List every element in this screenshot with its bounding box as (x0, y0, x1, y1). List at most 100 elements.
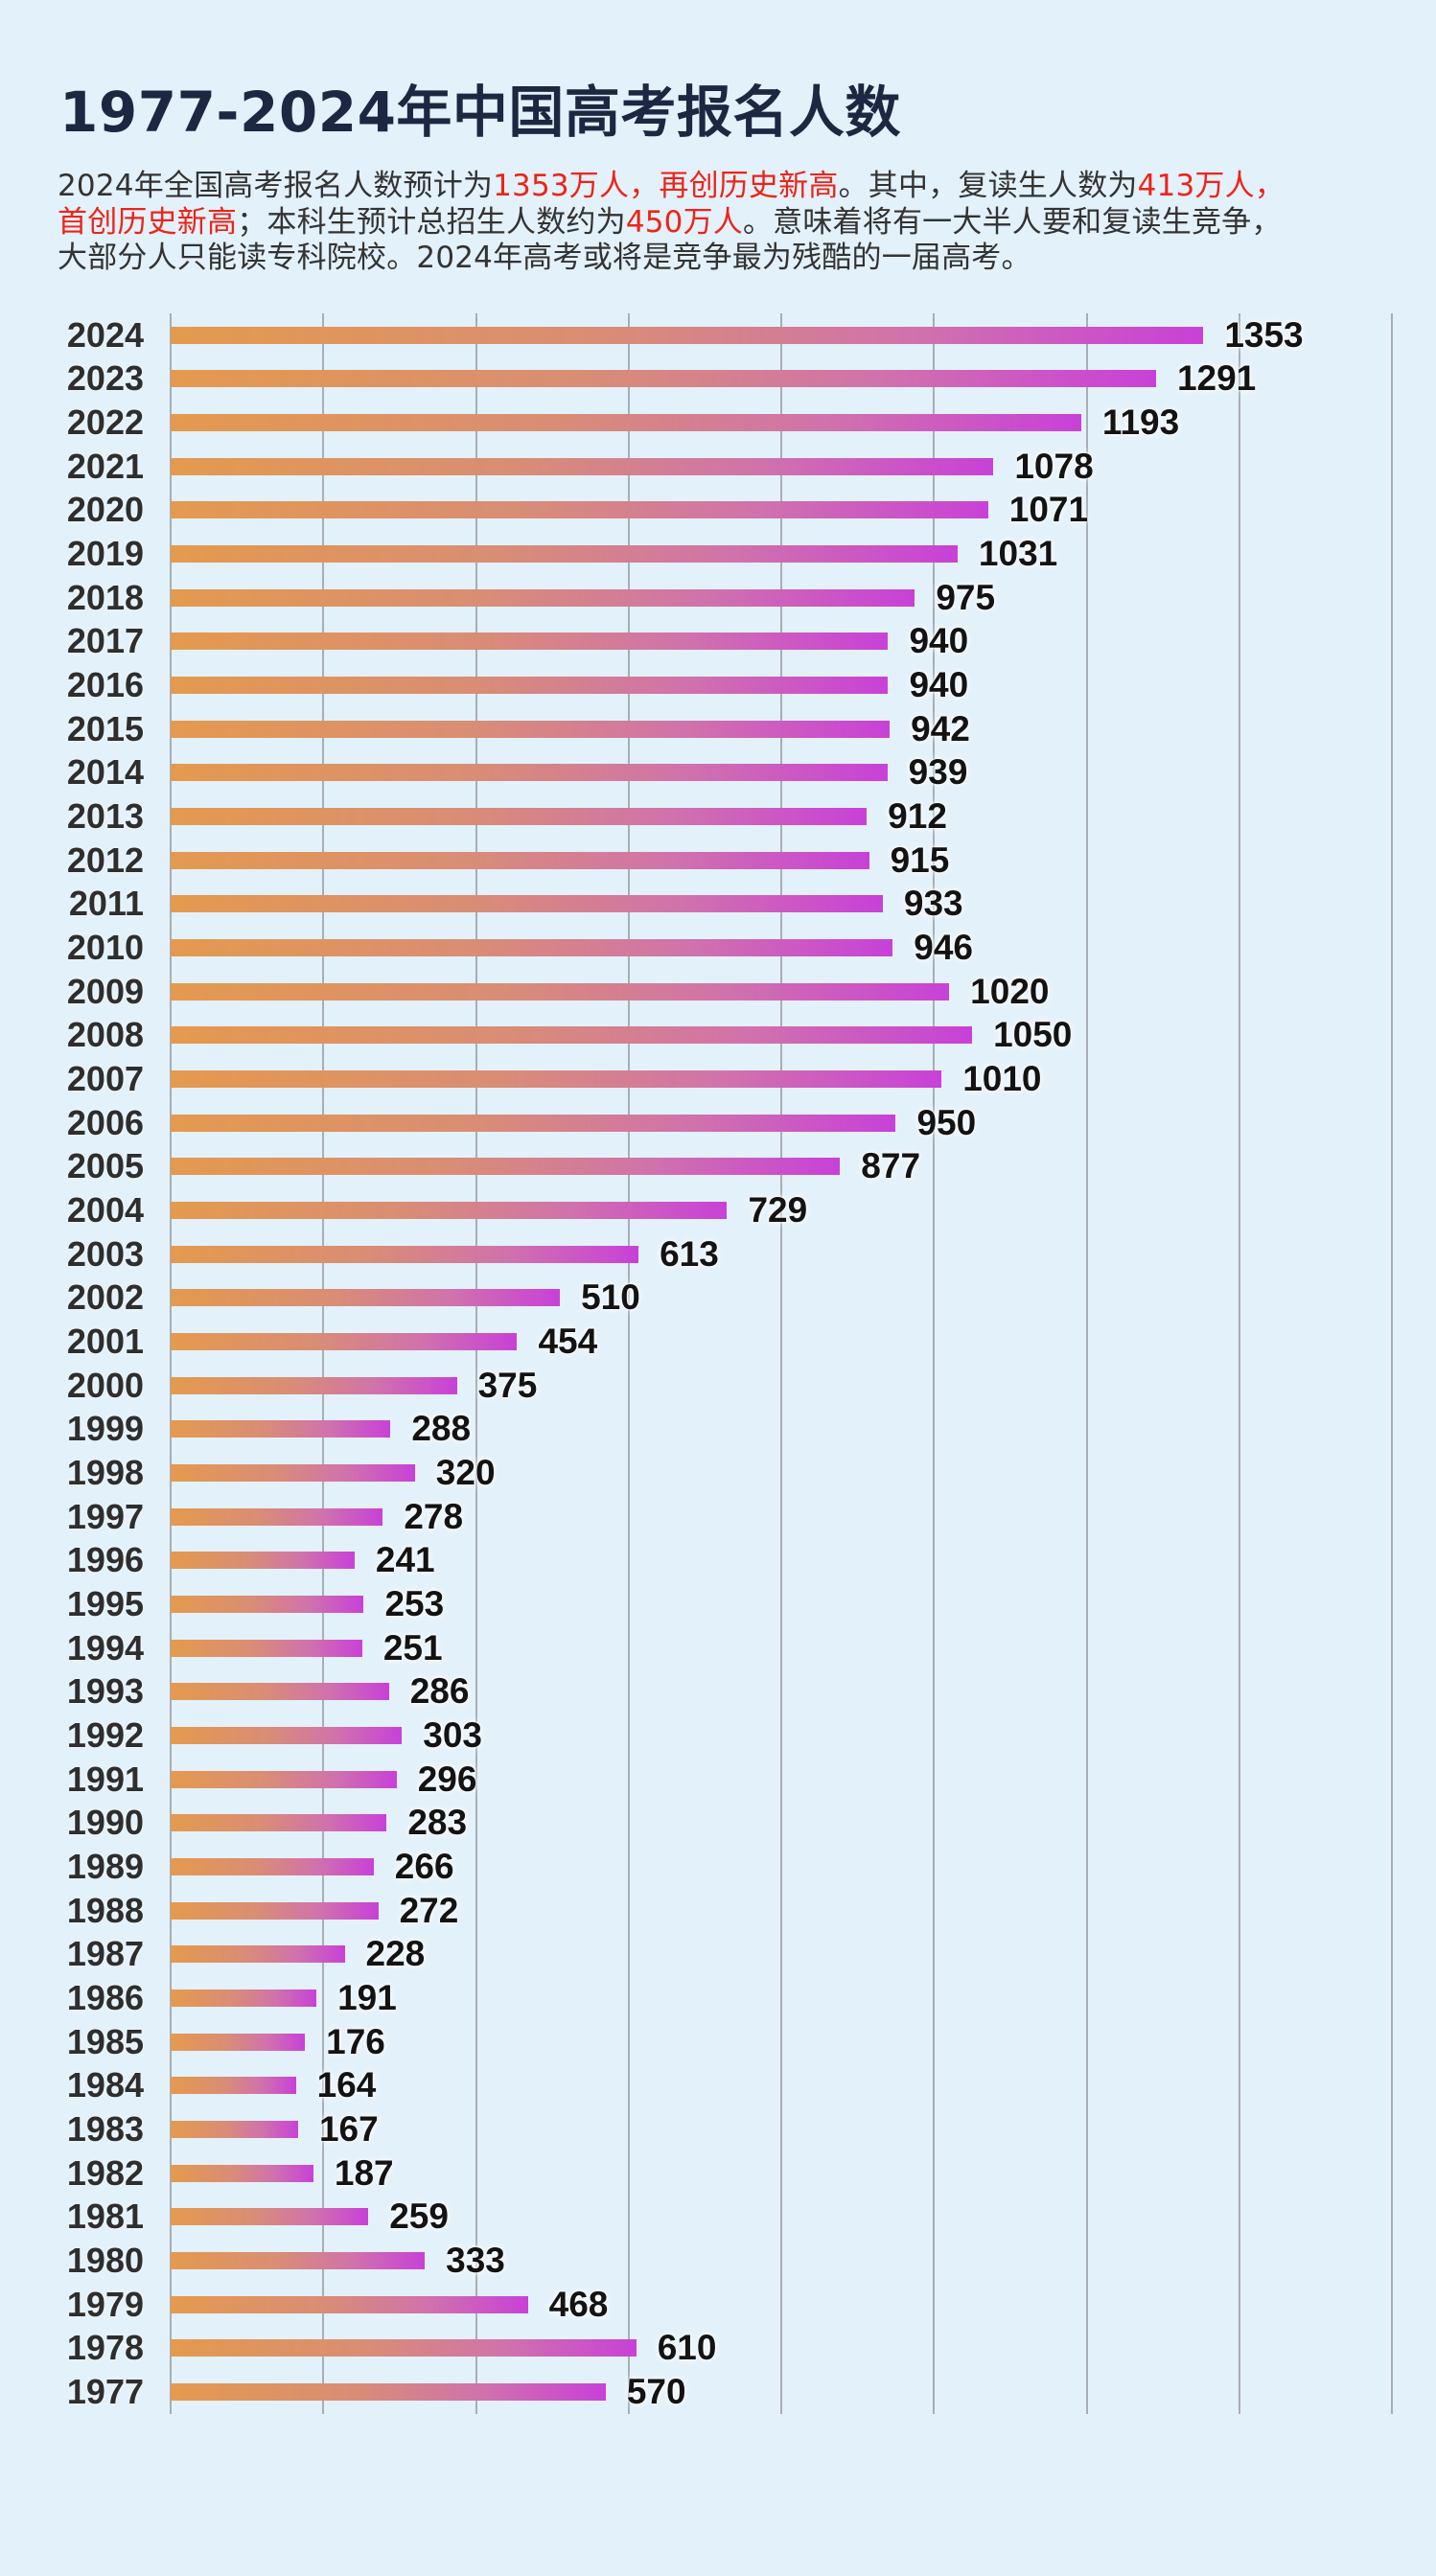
year-label: 2014 (66, 752, 144, 793)
value-label: 1010 (962, 1059, 1042, 1099)
intro-highlight-text: 1353万人，再创历史新高 (493, 169, 839, 203)
bar (171, 1901, 379, 1920)
year-label: 2013 (66, 796, 144, 837)
year-label: 2017 (66, 621, 144, 661)
bar (171, 2208, 369, 2226)
year-label: 1985 (66, 2021, 144, 2061)
bar (171, 1507, 383, 1526)
bar (171, 545, 958, 564)
value-label: 283 (407, 1803, 468, 1843)
bar-row: 1982 187 (0, 2151, 1436, 2196)
year-label: 1997 (66, 1496, 144, 1536)
bar (171, 1420, 391, 1438)
year-label: 2015 (66, 708, 144, 748)
bar (171, 1202, 728, 1220)
gridline (322, 313, 325, 2414)
bar (171, 1289, 561, 1307)
gridline (933, 313, 936, 2414)
value-label: 729 (748, 1190, 808, 1230)
value-label: 303 (423, 1715, 482, 1756)
bar (171, 370, 1156, 388)
value-label: 1031 (978, 534, 1058, 574)
bar (171, 326, 1204, 344)
bar (171, 1245, 639, 1263)
bar-row: 2017 940 (0, 620, 1436, 664)
bar (171, 414, 1081, 432)
bar (171, 982, 950, 1000)
year-label: 2021 (66, 446, 144, 486)
value-label: 510 (581, 1277, 640, 1318)
value-label: 610 (657, 2328, 717, 2368)
bar-row: 2019 1031 (0, 532, 1436, 576)
bar (171, 1552, 355, 1570)
value-label: 1353 (1224, 314, 1304, 355)
value-label: 940 (909, 665, 969, 705)
bar (171, 1858, 374, 1876)
bar (171, 1333, 518, 1351)
year-label: 2003 (66, 1233, 144, 1274)
bar-row: 1985 176 (0, 2020, 1436, 2064)
bar (171, 1639, 362, 1657)
year-label: 1989 (66, 1847, 144, 1887)
bar (171, 1814, 387, 1832)
bar-row: 2004 729 (0, 1188, 1436, 1232)
year-label: 1988 (66, 1890, 144, 1930)
gridline (1085, 313, 1088, 2414)
bar (171, 1114, 896, 1132)
bar-row: 2021 1078 (0, 445, 1436, 489)
bar-row: 1991 296 (0, 1758, 1436, 1802)
bar-row: 2012 915 (0, 839, 1436, 883)
year-label: 2007 (66, 1059, 144, 1099)
intro-highlight-text: 首创历史新高 (58, 204, 238, 240)
bar-row: 2014 939 (0, 751, 1436, 795)
bar (171, 1376, 457, 1394)
bar (171, 1727, 403, 1745)
value-label: 1050 (993, 1015, 1073, 1055)
bar (171, 808, 868, 826)
gridline (475, 313, 477, 2414)
year-label: 2011 (68, 884, 144, 924)
year-label: 1994 (66, 1627, 144, 1668)
bar (171, 1770, 397, 1788)
value-label: 1020 (970, 971, 1050, 1011)
bar-row: 1996 241 (0, 1539, 1436, 1583)
value-label: 228 (365, 1934, 426, 1974)
year-label: 2001 (66, 1322, 144, 1362)
value-label: 933 (903, 884, 963, 924)
bar (171, 457, 994, 475)
intro-highlight-text: 413万人， (1137, 169, 1285, 203)
value-label: 375 (477, 1365, 538, 1405)
bar (171, 1683, 389, 1701)
year-label: 2024 (66, 314, 144, 355)
year-label: 2004 (66, 1190, 144, 1230)
year-label: 1980 (66, 2241, 144, 2281)
value-label: 167 (318, 2109, 379, 2150)
year-label: 1999 (66, 1409, 144, 1449)
bar (171, 1026, 973, 1045)
value-label: 877 (861, 1146, 921, 1186)
bar-row: 1978 610 (0, 2327, 1436, 2371)
bar-row: 1987 228 (0, 1933, 1436, 1977)
value-label: 940 (909, 621, 969, 661)
value-label: 939 (908, 752, 968, 793)
bar (171, 764, 888, 782)
bar-row: 1988 272 (0, 1889, 1436, 1933)
bar (171, 588, 915, 607)
bar-row: 1992 303 (0, 1714, 1436, 1758)
value-label: 176 (326, 2021, 385, 2061)
value-label: 912 (888, 796, 947, 837)
value-label: 950 (916, 1102, 977, 1142)
gridline (780, 313, 782, 2414)
bar-row: 1994 251 (0, 1626, 1436, 1670)
bar (171, 1158, 841, 1176)
bar-row: 2018 975 (0, 576, 1436, 620)
value-label: 454 (538, 1322, 598, 1362)
value-label: 259 (389, 2196, 449, 2237)
value-label: 320 (435, 1453, 496, 1493)
bar-row: 1981 259 (0, 2196, 1436, 2240)
value-label: 1193 (1101, 402, 1180, 443)
value-label: 191 (337, 1978, 397, 2018)
year-label: 2008 (66, 1015, 144, 1055)
year-label: 1981 (66, 2196, 144, 2237)
bar-row: 1993 286 (0, 1670, 1436, 1714)
